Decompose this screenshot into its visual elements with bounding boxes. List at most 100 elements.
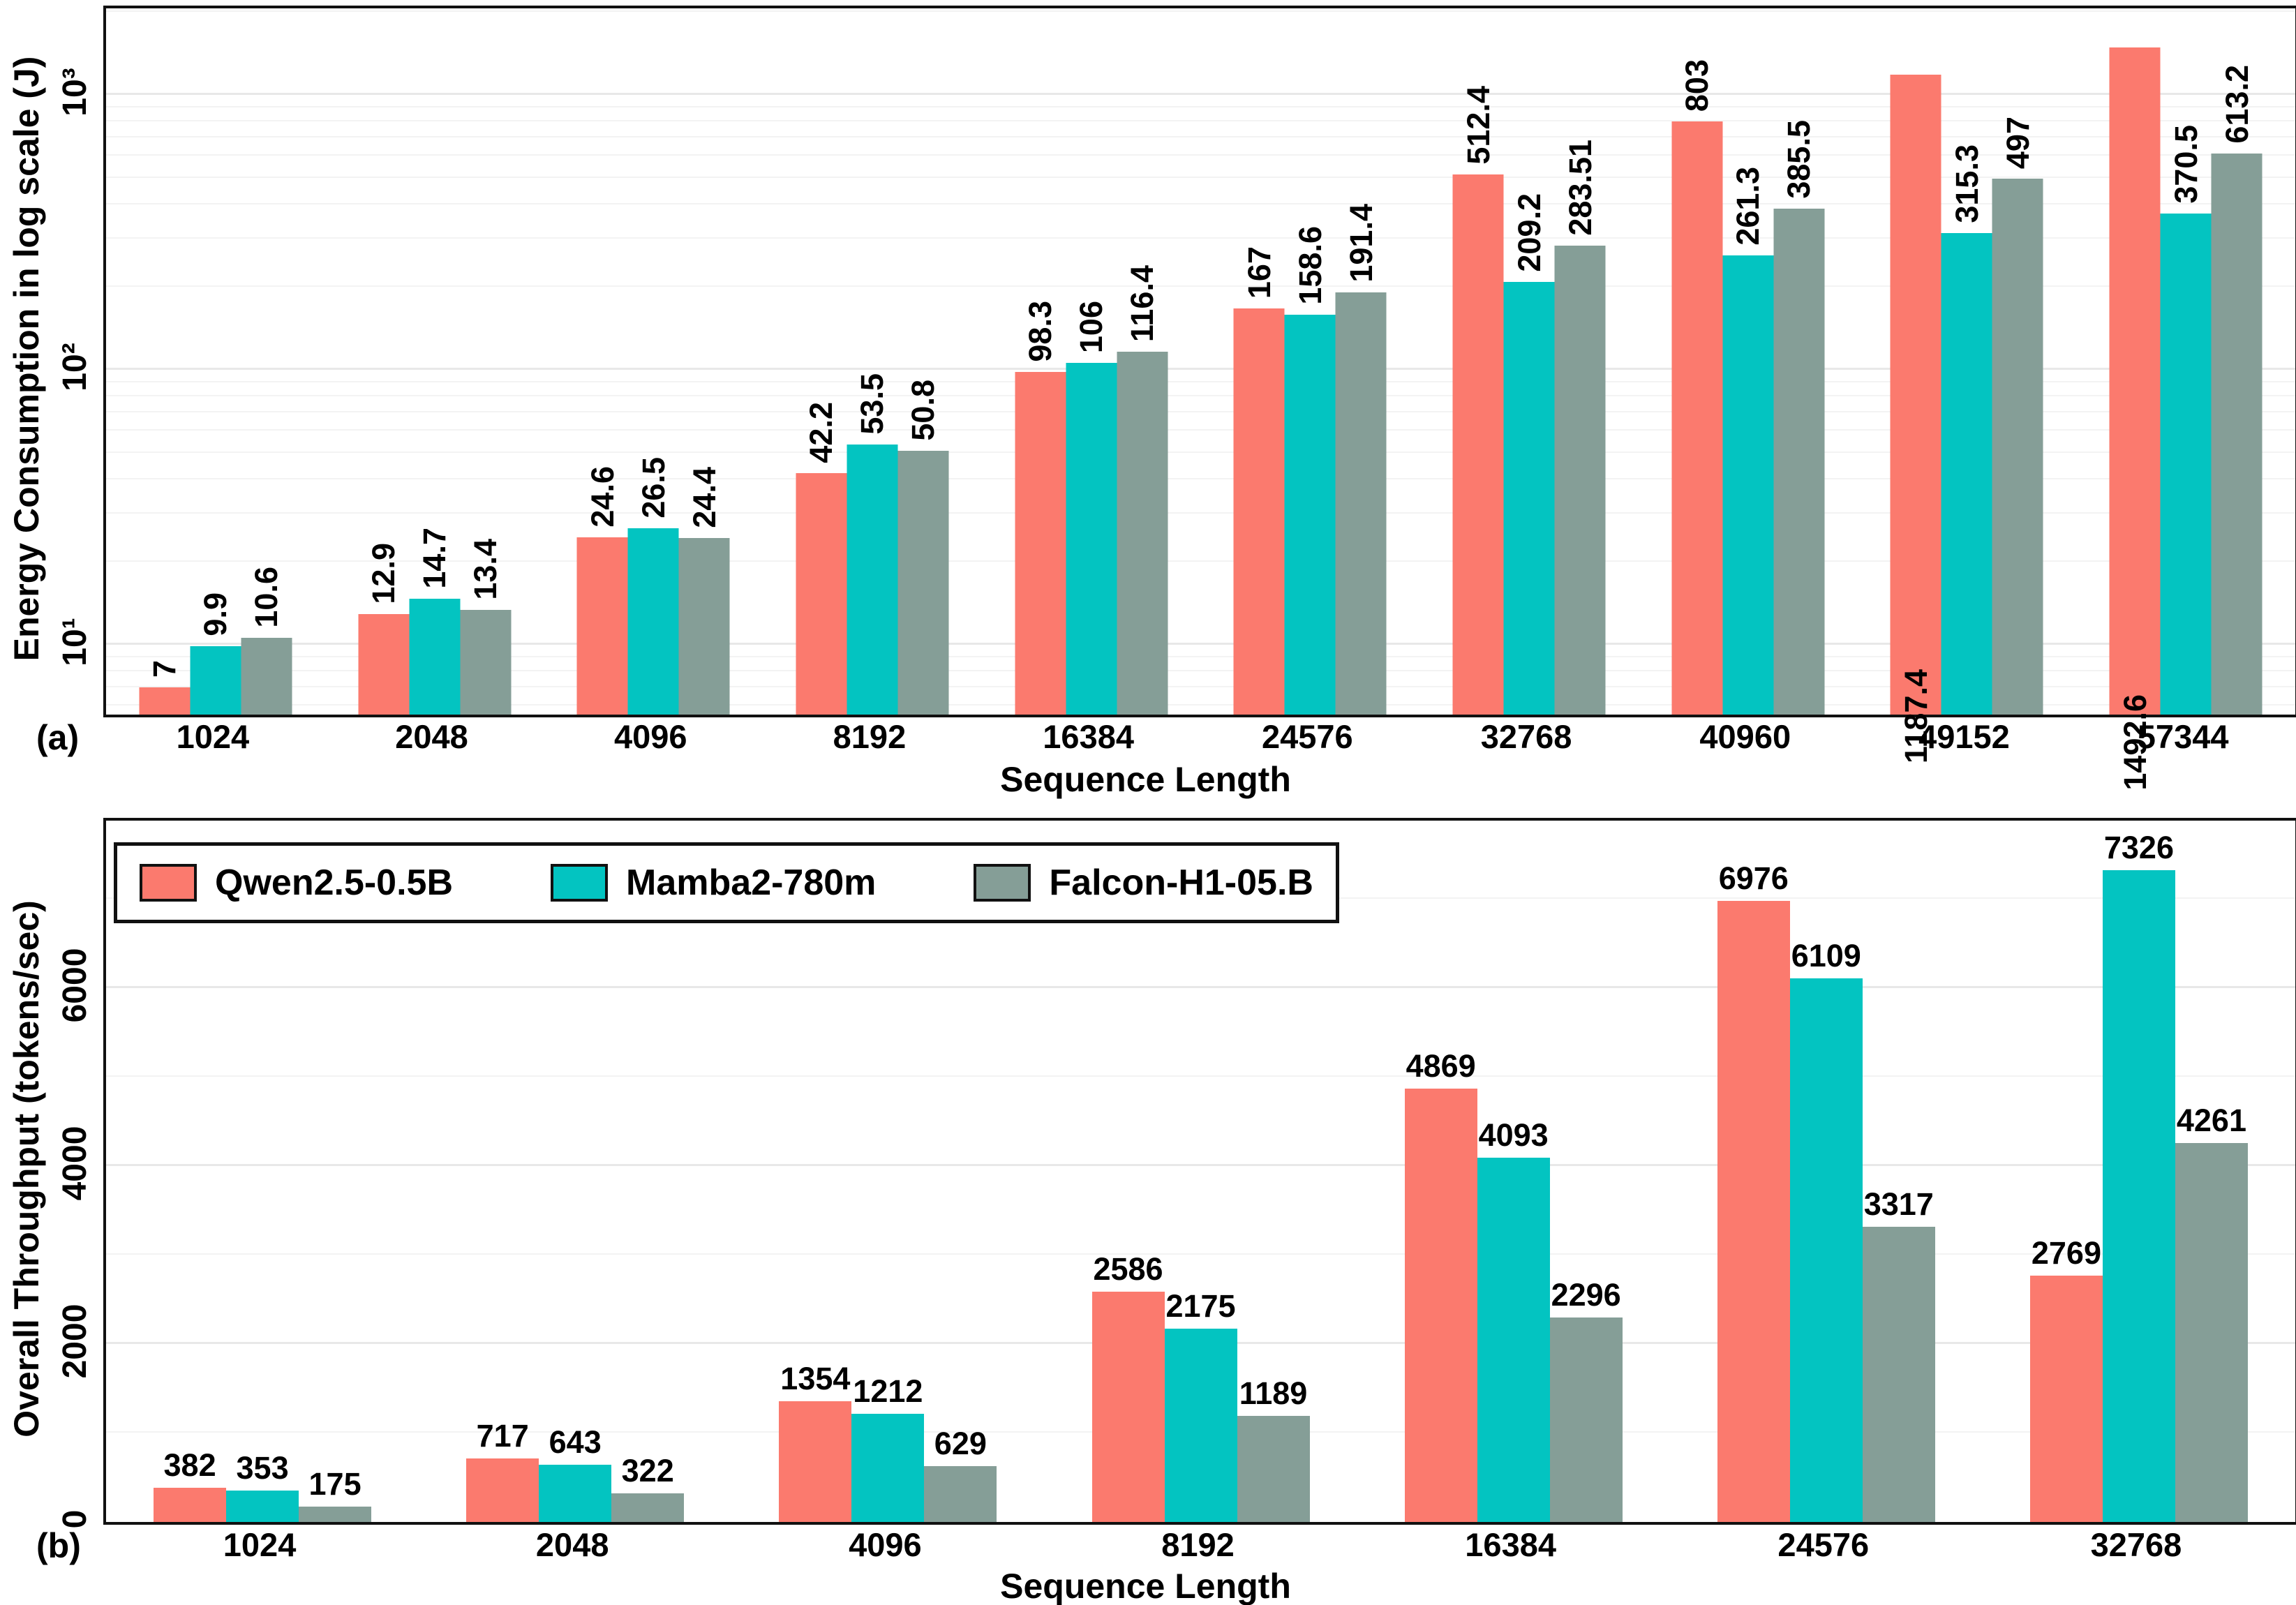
bar-value-label: 4093 [1478, 1117, 1549, 1153]
x-tick-label: 2048 [535, 1526, 609, 1563]
bar-value-label: 6976 [1718, 860, 1789, 896]
bar-group-40960: 803 261.3 385.5 [1671, 59, 1825, 715]
bar-value-label: 1189 [1239, 1375, 1308, 1411]
minor-gridline [106, 395, 2295, 397]
bar-Falcon-H1-05.B-57344: 613.2 [2211, 65, 2263, 715]
bar-value-label: 175 [308, 1466, 361, 1502]
bar-value-label: 98.3 [1022, 301, 1059, 362]
bar-value-label: 7 [147, 659, 183, 678]
bar-Falcon-H1-05.B-1024: 10.6 [241, 567, 292, 715]
bar-value-label: 497 [1999, 116, 2036, 169]
minor-gridline [106, 704, 2295, 706]
x-tick-label: 32768 [2090, 1526, 2182, 1563]
major-gridline [106, 93, 2295, 96]
bar-Mamba2-780m-32768: 7326 [2102, 832, 2175, 1522]
bar-group-24576: 6976 6109 3317 [1717, 863, 1935, 1522]
minor-gridline [106, 477, 2295, 479]
bar-Qwen2.5-0.5B-57344: 1492.6 [2109, 47, 2161, 791]
bar-Falcon-H1-05.B-2048: 322 [611, 1455, 685, 1522]
minor-gridline [106, 655, 2295, 657]
bar-group-8192: 42.2 53.5 50.8 [796, 373, 949, 715]
bar-value-label: 53.5 [854, 373, 890, 435]
major-gridline [106, 367, 2295, 370]
bar-Qwen2.5-0.5B-16384: 98.3 [1015, 301, 1066, 715]
bar-value-label: 24.4 [686, 467, 722, 528]
bar-value-label: 2769 [2031, 1235, 2101, 1271]
minor-gridline [106, 1253, 2295, 1255]
minor-gridline [106, 106, 2295, 108]
bar-Mamba2-780m-4096: 1212 [851, 1375, 925, 1522]
major-gridline [106, 1163, 2295, 1166]
minor-gridline [106, 670, 2295, 672]
bar-group-24576: 167 158.6 191.4 [1233, 204, 1387, 715]
bar-value-label: 385.5 [1781, 120, 1817, 199]
panel-letter-b: (b) [36, 1526, 81, 1565]
plot-area-throughput: 382 353 175 717 643 322 1354 1212 629 2586 2175 118… [103, 818, 2296, 1525]
bar-Falcon-H1-05.B-16384: 2296 [1549, 1279, 1623, 1522]
minor-gridline [106, 512, 2295, 514]
bar-value-label: 353 [236, 1450, 289, 1486]
bar-value-label: 7326 [2103, 830, 2174, 865]
bar-Falcon-H1-05.B-32768: 4261 [2175, 1105, 2248, 1522]
bar-value-label: 1187.4 [1898, 669, 1934, 763]
bar-group-4096: 1354 1212 629 [779, 1363, 997, 1522]
bar-Qwen2.5-0.5B-2048: 12.9 [358, 543, 410, 715]
bar-group-8192: 2586 2175 1189 [1091, 1253, 1310, 1522]
panel-letter-a: (a) [36, 718, 80, 757]
bar-Mamba2-780m-1024: 9.9 [190, 592, 241, 715]
bar-value-label: 3317 [1863, 1186, 1934, 1222]
minor-gridline [106, 237, 2295, 239]
bar-value-label: 315.3 [1948, 144, 1985, 223]
legend-label-qwen: Qwen2.5-0.5B [215, 863, 454, 903]
bar-Qwen2.5-0.5B-16384: 4869 [1404, 1050, 1477, 1522]
bar-value-label: 116.4 [1124, 264, 1161, 342]
bar-Falcon-H1-05.B-24576: 3317 [1862, 1188, 1935, 1522]
bar-Qwen2.5-0.5B-2048: 717 [466, 1420, 539, 1522]
bar-Mamba2-780m-16384: 4093 [1477, 1119, 1550, 1522]
bar-Qwen2.5-0.5B-1024: 382 [154, 1449, 227, 1522]
bar-Falcon-H1-05.B-16384: 116.4 [1117, 265, 1168, 715]
y-axis-title-throughput: Overall Throughput (tokens/sec) [7, 899, 46, 1438]
bar-Qwen2.5-0.5B-4096: 1354 [779, 1363, 852, 1522]
bar-group-2048: 12.9 14.7 13.4 [358, 528, 512, 715]
bar-Falcon-H1-05.B-8192: 50.8 [897, 380, 949, 715]
bar-value-label: 1492.6 [2117, 694, 2153, 791]
minor-gridline [106, 136, 2295, 138]
legend-label-falcon: Falcon-H1-05.B [1049, 863, 1313, 903]
x-tick-label: 40960 [1699, 718, 1791, 755]
bar-Falcon-H1-05.B-8192: 1189 [1237, 1378, 1310, 1522]
bar-group-32768: 2769 7326 4261 [2029, 832, 2248, 1522]
bar-Falcon-H1-05.B-32768: 283.51 [1554, 140, 1606, 715]
x-tick-label: 57344 [2137, 718, 2229, 755]
bar-value-label: 1354 [780, 1361, 851, 1396]
bar-value-label: 12.9 [366, 543, 402, 604]
x-tick-label: 16384 [1043, 718, 1134, 755]
bar-value-label: 322 [621, 1453, 674, 1488]
bar-group-32768: 512.4 209.2 283.51 [1452, 86, 1606, 715]
major-gridline [106, 985, 2295, 988]
y-tick-label: 10¹ [57, 618, 94, 666]
bar-value-label: 283.51 [1562, 140, 1598, 236]
legend-item-qwen: Qwen2.5-0.5B [140, 864, 453, 902]
bar-Mamba2-780m-1024: 353 [226, 1452, 299, 1522]
legend-swatch-mamba [551, 864, 609, 902]
legend-swatch-qwen [140, 864, 197, 902]
bar-value-label: 13.4 [468, 539, 504, 600]
bar-Mamba2-780m-8192: 2175 [1164, 1290, 1237, 1522]
bar-value-label: 6109 [1791, 938, 1861, 973]
bar-value-label: 4261 [2176, 1103, 2246, 1138]
bar-Qwen2.5-0.5B-24576: 167 [1233, 246, 1285, 715]
bar-value-label: 191.4 [1343, 204, 1379, 283]
bar-value-label: 261.3 [1730, 167, 1766, 246]
bar-Mamba2-780m-32768: 209.2 [1503, 193, 1555, 715]
bar-value-label: 4869 [1406, 1048, 1476, 1084]
x-tick-label: 16384 [1465, 1526, 1556, 1563]
bar-value-label: 50.8 [905, 380, 941, 441]
bar-value-label: 209.2 [1511, 193, 1547, 272]
bar-value-label: 10.6 [248, 567, 285, 628]
y-axis-title-energy: Energy Consumption in log scale (J) [7, 56, 46, 662]
bar-value-label: 167 [1241, 246, 1277, 299]
bar-group-4096: 24.6 26.5 24.4 [576, 457, 730, 715]
bar-Qwen2.5-0.5B-32768: 2769 [2029, 1237, 2103, 1522]
